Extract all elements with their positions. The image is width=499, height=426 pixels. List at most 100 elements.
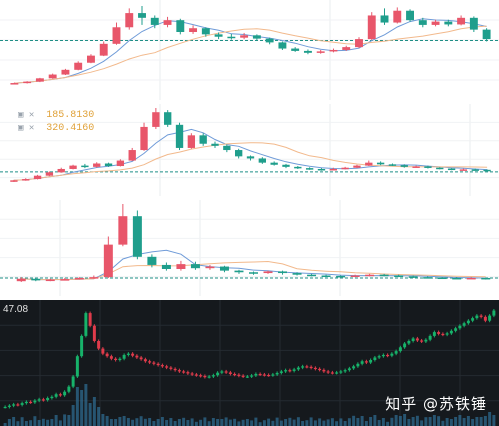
candle: [89, 275, 99, 279]
candle: [182, 369, 186, 374]
candle: [462, 321, 466, 328]
candle: [307, 273, 317, 277]
candle: [367, 12, 376, 41]
volume-bar: [267, 418, 271, 426]
candle: [240, 32, 249, 40]
checkbox-icon[interactable]: ▣ ✕: [18, 123, 35, 133]
candle-body: [282, 164, 290, 167]
candle: [131, 352, 135, 358]
candle-body: [249, 272, 258, 274]
candle: [173, 367, 177, 372]
candle-body: [294, 166, 302, 169]
candle-body: [356, 363, 360, 367]
candle-body: [380, 15, 389, 23]
candle: [343, 368, 347, 373]
volume-bar: [216, 419, 220, 426]
candle: [3, 405, 7, 409]
volume-bar: [258, 422, 262, 426]
candle-body: [201, 28, 210, 35]
candle: [41, 397, 45, 402]
volume-bar: [275, 417, 279, 426]
volume-bar: [377, 420, 381, 426]
candle: [67, 385, 71, 394]
candle-body: [250, 375, 254, 377]
volume-bar: [381, 418, 385, 426]
volume-bar: [250, 420, 254, 426]
candle-body: [169, 367, 173, 369]
candle-body: [458, 325, 462, 329]
candle: [412, 165, 420, 168]
candle-body: [466, 277, 476, 280]
candle-body: [132, 216, 142, 257]
candle-body: [143, 359, 147, 362]
candle-body: [54, 394, 58, 397]
candle: [148, 359, 152, 365]
volume-bar: [58, 420, 62, 426]
volume-bar: [194, 421, 198, 426]
volume-bar: [67, 415, 71, 426]
volume-bar: [322, 420, 326, 426]
candle-body: [305, 366, 309, 368]
candle-body: [228, 372, 232, 374]
candle-body: [288, 370, 292, 372]
candle: [12, 402, 16, 408]
candle-body: [235, 150, 243, 157]
candle: [469, 16, 478, 32]
candle-body: [275, 372, 279, 375]
volume-bar: [369, 417, 373, 426]
candle: [216, 371, 220, 377]
volume-bar: [33, 416, 37, 426]
candle: [403, 341, 407, 349]
candle-body: [199, 135, 207, 144]
volume-bar: [454, 417, 458, 426]
candle-body: [441, 333, 445, 336]
candle-body: [163, 20, 172, 25]
volume-bar: [97, 407, 101, 426]
candle-body: [271, 374, 275, 376]
volume-bar: [352, 415, 356, 426]
candle-body: [428, 335, 432, 340]
candle: [16, 277, 26, 282]
candle: [301, 364, 305, 370]
volume-bar: [360, 416, 364, 426]
candle: [313, 366, 317, 371]
candle-body: [186, 372, 190, 374]
candle-body: [190, 373, 194, 375]
moving-average-short: [13, 128, 488, 181]
candle: [74, 61, 83, 71]
candle: [291, 47, 300, 52]
candle: [69, 164, 77, 170]
legend-value-1: 185.8130: [46, 110, 95, 121]
candle: [356, 362, 360, 368]
candle: [479, 314, 483, 319]
candlestick-chart-3: [0, 200, 499, 296]
candle: [190, 371, 194, 376]
volume-bar: [177, 419, 181, 426]
candle-body: [214, 34, 223, 37]
candle-body: [61, 69, 70, 75]
volume-bar: [16, 421, 20, 426]
candle: [199, 133, 207, 146]
checkbox-icon[interactable]: ▣ ✕: [18, 110, 35, 120]
candle-body: [267, 374, 271, 377]
candle-body: [147, 256, 157, 265]
candle-body: [352, 366, 356, 369]
candle-body: [437, 332, 441, 334]
legend-value-2: 320.4160: [46, 123, 95, 134]
candle-body: [161, 264, 171, 269]
candle: [322, 368, 326, 373]
candle-body: [353, 165, 361, 168]
candle-body: [156, 363, 160, 366]
volume-bar: [233, 418, 237, 426]
volume-bar: [186, 420, 190, 426]
watermark: 知乎 @苏铁锤: [385, 395, 487, 413]
candle: [321, 274, 331, 278]
candle-body: [10, 83, 19, 85]
volume-bar: [437, 416, 441, 426]
candle-body: [37, 399, 41, 401]
volume-bar: [126, 418, 130, 426]
volume-bar: [169, 418, 173, 426]
candle-body: [322, 369, 326, 372]
candle: [20, 401, 24, 407]
candle-body: [160, 365, 164, 367]
